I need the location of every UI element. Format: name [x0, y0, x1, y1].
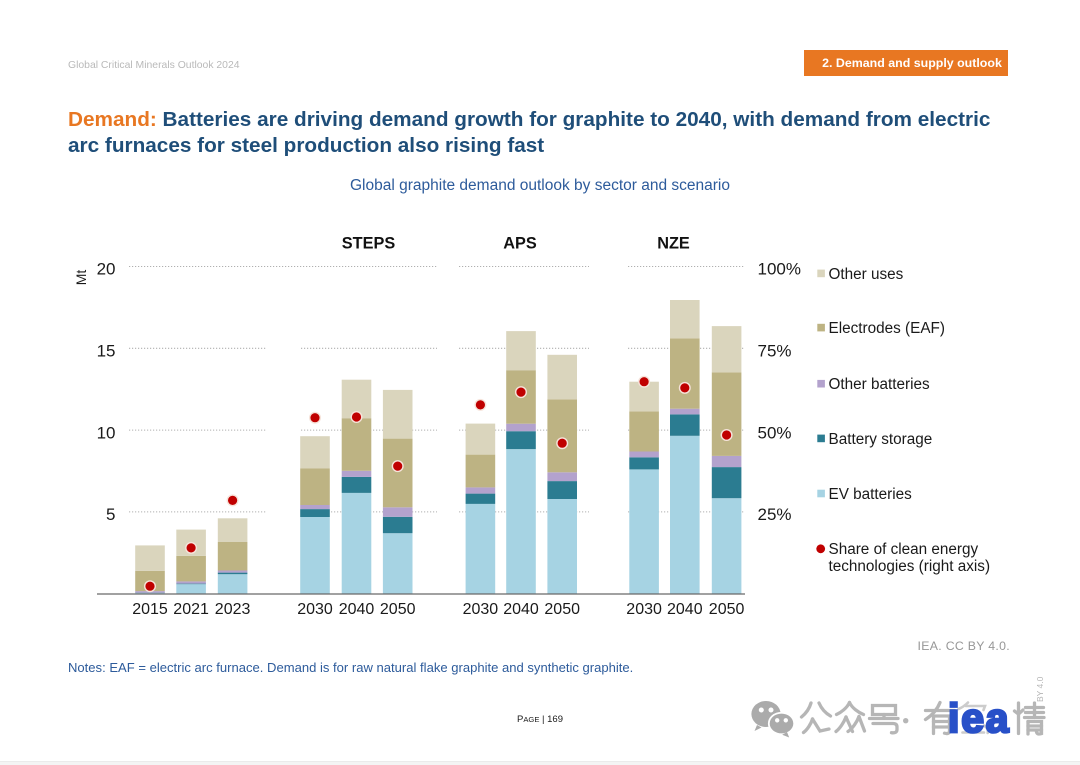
- svg-text:iea: iea: [948, 695, 1010, 741]
- svg-text:BY 4.0: BY 4.0: [1035, 676, 1045, 702]
